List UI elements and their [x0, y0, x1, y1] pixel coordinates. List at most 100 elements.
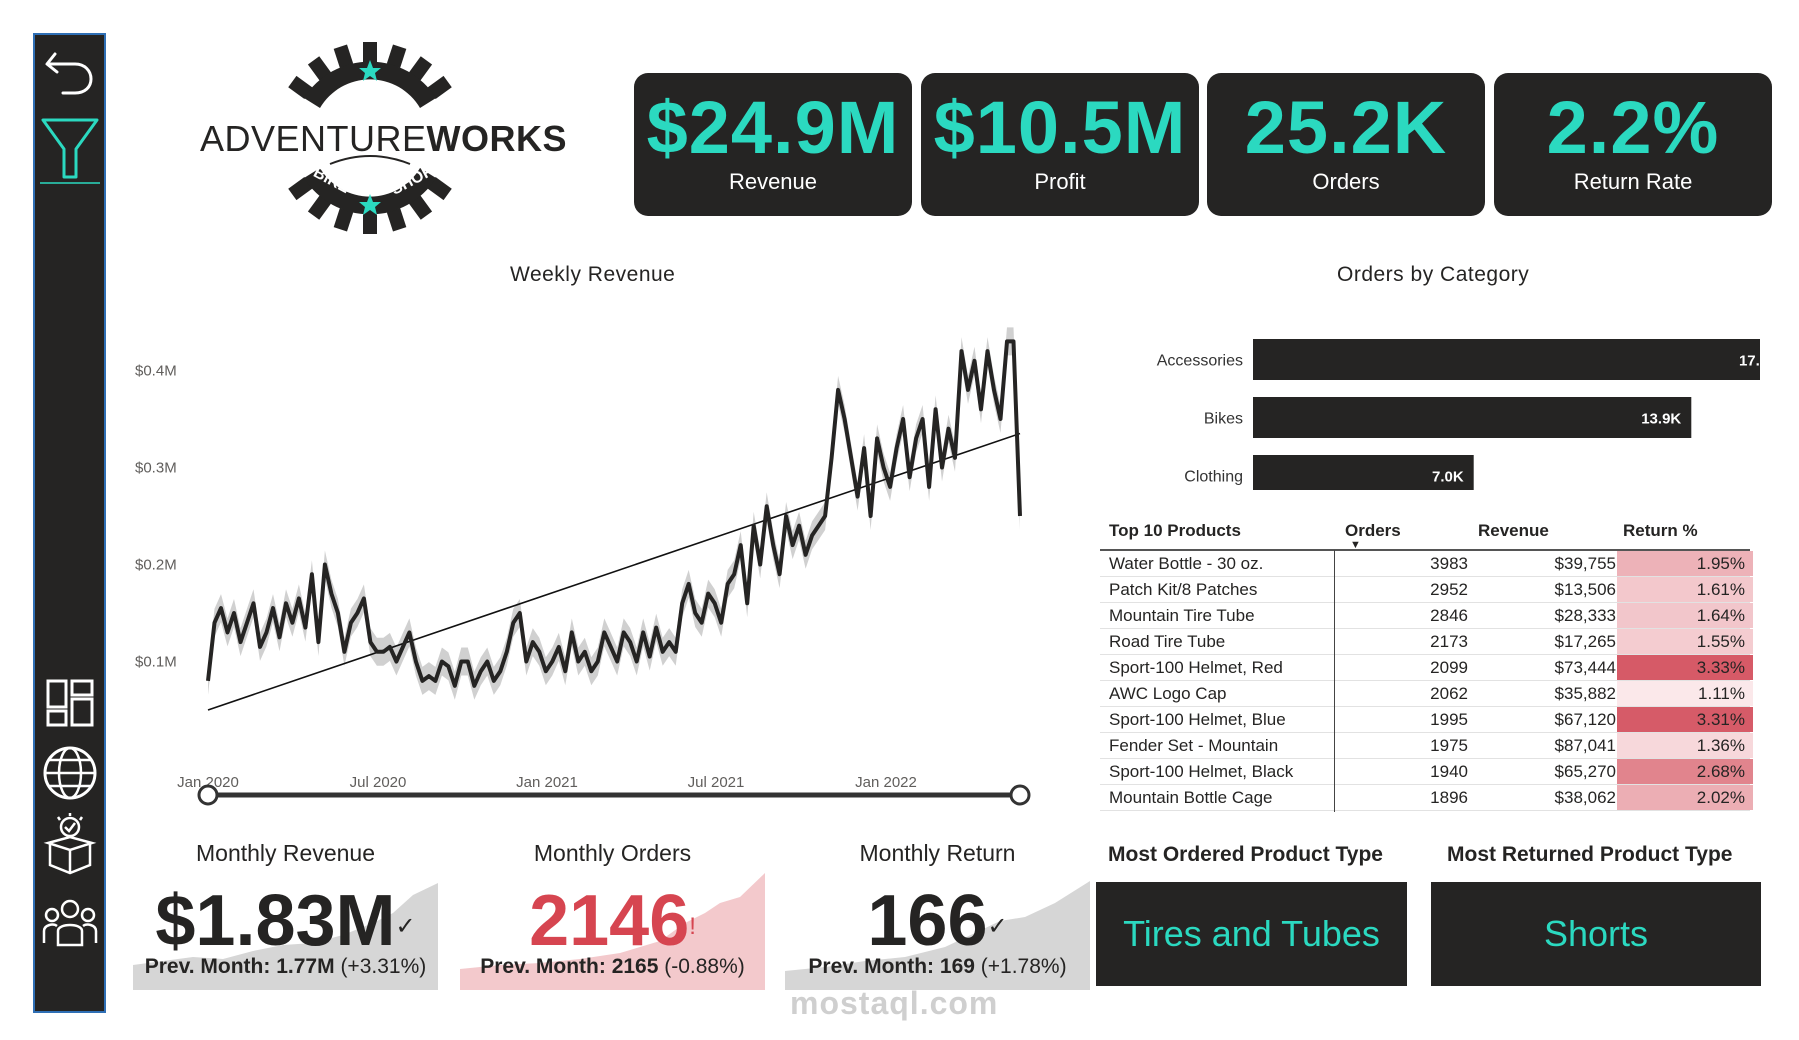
monthly-orders-sparkline [460, 873, 765, 990]
orders-value: 2173 [1430, 632, 1468, 651]
table-row[interactable]: Patch Kit/8 Patches 2952 $13,506 1.61% [1100, 577, 1753, 603]
date-range-slider-start-handle [197, 784, 219, 806]
back-button[interactable] [35, 38, 104, 104]
weekly-revenue-title: Weekly Revenue [510, 263, 676, 286]
monthly-orders-value: 2146! [529, 881, 696, 961]
filter-button[interactable] [35, 110, 104, 190]
product-name: Sport-100 Helmet, Black [1109, 762, 1294, 781]
alert-icon: ! [689, 913, 696, 940]
kpi-value: 2.2% [1546, 86, 1720, 169]
monthly-orders-card: Monthly Orders 2146! Prev. Month: 2165 (… [460, 838, 765, 990]
product-name: AWC Logo Cap [1109, 684, 1227, 703]
dashboard-button[interactable] [35, 670, 104, 736]
map-button[interactable] [35, 740, 104, 806]
orders-value: 1995 [1430, 710, 1468, 729]
orders-by-category-chart[interactable]: Accessories 17.0K Bikes 13.9K Clothing 7.0K [1100, 315, 1760, 490]
return-percent: 1.95% [1617, 551, 1753, 576]
y-tick-label: $0.2M [135, 557, 177, 574]
table-row[interactable]: Fender Set - Mountain 1975 $87,041 1.36% [1100, 733, 1753, 759]
orders-value: 2062 [1430, 684, 1468, 703]
revenue-confidence-band [208, 327, 1020, 700]
product-name: Road Tire Tube [1109, 632, 1226, 651]
monthly-revenue-title: Monthly Revenue [196, 840, 375, 866]
return-percent: 2.68% [1617, 759, 1753, 784]
return-percent: 3.31% [1617, 707, 1753, 732]
x-tick-label: Jul 2021 [688, 774, 745, 791]
category-bar[interactable] [1253, 455, 1474, 490]
return-percent: 2.02% [1617, 785, 1753, 810]
weekly-revenue-line [206, 339, 1022, 688]
product-name: Water Bottle - 30 oz. [1109, 554, 1264, 573]
category-label: Clothing [1184, 469, 1243, 486]
return-percent: 1.55% [1617, 629, 1753, 654]
return-percent: 1.36% [1617, 733, 1753, 758]
x-tick-label: Jan 2022 [855, 774, 917, 791]
kpi-value: 25.2K [1244, 86, 1448, 169]
weekly-revenue-chart[interactable]: $0.4M $0.3M $0.2M $0.1M Jan 2020 Jul 2020 Jan… [120, 290, 1050, 820]
revenue-trendline [207, 432, 1021, 711]
dashboard-icon [46, 679, 93, 727]
monthly-orders-title: Monthly Orders [533, 840, 692, 866]
kpi-return-rate-card: 2.2% Return Rate [1494, 73, 1772, 216]
header-return[interactable]: Return % [1623, 521, 1698, 540]
product-button[interactable] [35, 810, 104, 880]
customers-button[interactable] [35, 890, 104, 956]
table-row[interactable]: Road Tire Tube 2173 $17,265 1.55% [1100, 629, 1753, 655]
return-percent: 3.33% [1617, 655, 1753, 680]
revenue-value: $87,041 [1554, 736, 1616, 755]
kpi-label: Orders [1312, 169, 1380, 194]
table-row[interactable]: Sport-100 Helmet, Blue 1995 $67,120 3.31% [1100, 707, 1753, 733]
kpi-revenue-card: $24.9M Revenue [634, 73, 912, 216]
table-row[interactable]: Sport-100 Helmet, Red 2099 $73,444 3.33% [1100, 655, 1753, 681]
table-row[interactable]: Mountain Tire Tube 2846 $28,333 1.64% [1100, 603, 1753, 629]
category-bar[interactable] [1253, 397, 1692, 438]
table-row[interactable]: Mountain Bottle Cage 1896 $38,062 2.02% [1100, 785, 1753, 811]
product-name: Fender Set - Mountain [1109, 736, 1279, 755]
category-bar[interactable] [1253, 339, 1760, 380]
return-percent: 1.11% [1617, 681, 1753, 706]
table-body: Water Bottle - 30 oz. 3983 $39,755 1.95% Pat… [1100, 551, 1753, 811]
kpi-label: Profit [1034, 169, 1086, 194]
date-range-slider-end-handle [1009, 784, 1031, 806]
table-row[interactable]: Water Bottle - 30 oz. 3983 $39,755 1.95% [1100, 551, 1753, 577]
revenue-value: $17,265 [1554, 632, 1616, 651]
category-label: Accessories [1157, 353, 1243, 370]
orders-value: 2099 [1430, 658, 1468, 677]
header-product[interactable]: Top 10 Products [1109, 521, 1241, 540]
most-returned-title: Most Returned Product Type [1447, 843, 1733, 866]
header-orders[interactable]: Orders [1345, 521, 1401, 540]
kpi-label: Return Rate [1573, 169, 1693, 194]
table-row[interactable]: AWC Logo Cap 2062 $35,882 1.11% [1100, 681, 1753, 707]
revenue-value: $39,755 [1554, 554, 1616, 573]
orders-by-category-title: Orders by Category [1337, 263, 1530, 286]
monthly-return-card: Monthly Return 166✓ Prev. Month: 169 (+1… [785, 838, 1090, 990]
kpi-label: Revenue [728, 169, 818, 194]
return-percent: 1.61% [1617, 577, 1753, 602]
orders-value: 1896 [1430, 788, 1468, 807]
top-products-table: Top 10 Products Orders ▼ Revenue Return … [1100, 515, 1753, 811]
most-ordered-card: Tires and Tubes [1096, 882, 1407, 986]
table-column-divider [1334, 550, 1335, 812]
orders-value: 2846 [1430, 606, 1468, 625]
bar-data-label: 13.9K [1641, 411, 1681, 428]
monthly-return-title: Monthly Return [859, 840, 1016, 866]
revenue-value: $67,120 [1554, 710, 1616, 729]
table-header: Top 10 Products Orders ▼ Revenue Return … [1100, 515, 1750, 551]
kpi-value: $10.5M [933, 86, 1187, 169]
bar-data-label: 7.0K [1432, 469, 1464, 486]
most-ordered-title: Most Ordered Product Type [1108, 843, 1383, 866]
x-tick-label: Jan 2021 [516, 774, 578, 791]
monthly-revenue-previous: Prev. Month: 1.77M (+3.31%) [144, 955, 427, 978]
kpi-profit-card: $10.5M Profit [921, 73, 1199, 216]
kpi-value: $24.9M [646, 86, 900, 169]
monthly-revenue-card: Monthly Revenue $1.83M✓ Prev. Month: 1.7… [133, 838, 438, 990]
orders-value: 1940 [1430, 762, 1468, 781]
adventureworks-logo: ADVENTUREWORKS BIKE SHOP [200, 40, 567, 235]
monthly-revenue-value: $1.83M✓ [155, 881, 416, 961]
orders-value: 1975 [1430, 736, 1468, 755]
monthly-orders-previous: Prev. Month: 2165 (-0.88%) [480, 955, 745, 978]
revenue-value: $35,882 [1554, 684, 1616, 703]
table-row[interactable]: Sport-100 Helmet, Black 1940 $65,270 2.68% [1100, 759, 1753, 785]
header-revenue[interactable]: Revenue [1478, 521, 1549, 540]
y-tick-label: $0.4M [135, 363, 177, 380]
